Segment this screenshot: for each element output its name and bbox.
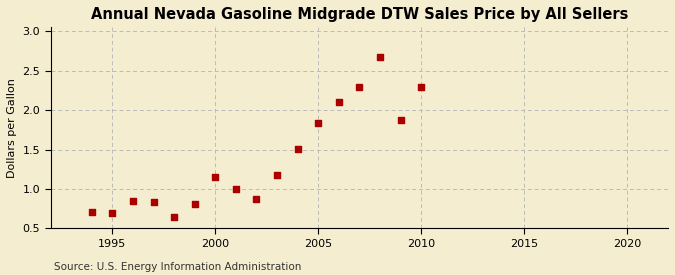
Point <box>416 85 427 89</box>
Point <box>189 202 200 206</box>
Point <box>292 147 303 151</box>
Point <box>148 200 159 205</box>
Point <box>271 172 282 177</box>
Point <box>169 214 180 219</box>
Point <box>86 210 97 214</box>
Point <box>128 199 138 203</box>
Y-axis label: Dollars per Gallon: Dollars per Gallon <box>7 78 17 178</box>
Point <box>354 85 364 89</box>
Point <box>375 55 385 59</box>
Point <box>313 120 323 125</box>
Point <box>333 100 344 104</box>
Text: Source: U.S. Energy Information Administration: Source: U.S. Energy Information Administ… <box>54 262 301 272</box>
Point <box>210 175 221 179</box>
Point <box>251 197 262 201</box>
Point <box>230 187 241 191</box>
Point <box>107 210 118 215</box>
Point <box>395 117 406 122</box>
Title: Annual Nevada Gasoline Midgrade DTW Sales Price by All Sellers: Annual Nevada Gasoline Midgrade DTW Sale… <box>90 7 628 22</box>
